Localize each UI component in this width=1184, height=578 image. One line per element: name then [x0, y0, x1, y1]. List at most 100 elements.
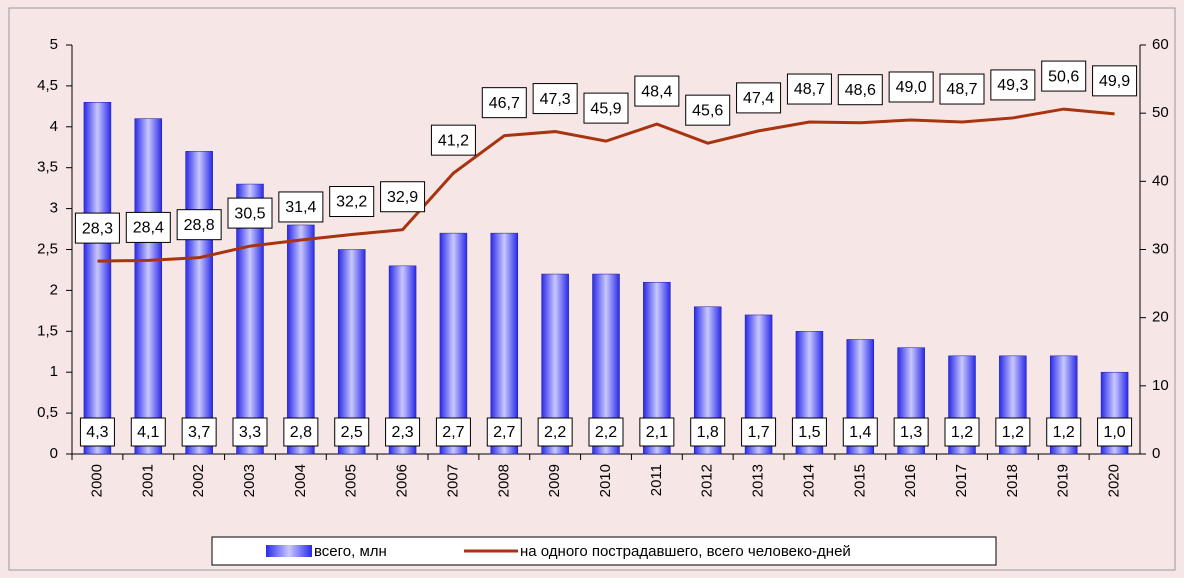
y-tick-label: 1,5: [37, 322, 58, 339]
label-box: [634, 75, 680, 107]
x-tick-label: 2008: [495, 464, 512, 497]
y2-tick-label: 50: [1152, 104, 1169, 121]
label-box: [283, 417, 319, 447]
label-box: [995, 417, 1031, 447]
x-tick-label: 2003: [241, 464, 258, 497]
data-label: 28,8: [184, 217, 215, 234]
label-box: [893, 417, 929, 447]
label-box: [79, 417, 115, 447]
line: [97, 107, 1115, 263]
data-label: 28,3: [82, 220, 113, 237]
label-box: [1092, 65, 1138, 97]
label-box: [232, 417, 268, 447]
x-tick-label: 2017: [953, 464, 970, 497]
label-box: [990, 69, 1036, 101]
label-box: [125, 211, 171, 243]
bar: [287, 224, 315, 455]
x-tick-label: 2016: [902, 464, 919, 497]
data-label: 45,6: [692, 102, 723, 119]
x-tick-label: 2011: [648, 464, 665, 496]
data-label: 1,3: [900, 424, 922, 441]
label-box: [532, 83, 578, 115]
data-label: 2,3: [391, 424, 413, 441]
label-box: [685, 94, 731, 126]
bar: [83, 102, 112, 455]
data-label: 48,4: [641, 83, 672, 100]
data-label: 2,7: [442, 424, 464, 441]
x-tick-label: 2015: [851, 464, 868, 497]
x-tick-label: 2019: [1055, 464, 1072, 497]
label-box: [791, 417, 827, 447]
legend: [211, 536, 997, 566]
data-label: 2,1: [646, 424, 668, 441]
data-label: 4,1: [137, 424, 159, 441]
bar: [185, 151, 213, 455]
data-label: 48,7: [946, 81, 977, 98]
bar: [490, 232, 519, 455]
x-tick-label: 2018: [1004, 464, 1021, 497]
legend-swatch: [266, 545, 312, 557]
label-box: [583, 92, 629, 124]
data-label: 31,4: [285, 199, 316, 216]
data-label: 49,3: [997, 77, 1028, 94]
y-tick-label: 1: [50, 363, 58, 380]
data-label: 1,7: [747, 424, 769, 441]
label-box: [486, 417, 522, 447]
label-box: [481, 87, 527, 119]
data-label: 46,7: [489, 95, 520, 112]
data-label: 49,0: [896, 79, 927, 96]
x-tick-label: 2006: [394, 464, 411, 497]
label-box: [537, 417, 573, 447]
y-tick-label: 2,5: [37, 240, 58, 257]
data-label: 3,3: [239, 424, 261, 441]
label-box: [1097, 417, 1133, 447]
data-label: 1,8: [697, 424, 719, 441]
x-tick-label: 2004: [292, 464, 309, 497]
y-tick-label: 0,5: [37, 404, 58, 421]
data-label: 2,2: [595, 424, 617, 441]
y2-tick-label: 0: [1152, 445, 1160, 462]
data-label: 2,8: [290, 424, 312, 441]
data-label: 28,4: [133, 220, 164, 237]
label-box: [176, 209, 222, 241]
x-tick-label: 2009: [546, 464, 563, 497]
data-label: 2,5: [341, 424, 363, 441]
y2-tick-label: 10: [1152, 377, 1169, 394]
label-box: [588, 417, 624, 447]
data-label: 3,7: [188, 424, 210, 441]
label-box: [741, 417, 777, 447]
data-label: 50,6: [1048, 68, 1079, 85]
y-tick-label: 4: [50, 118, 58, 135]
label-box: [736, 82, 782, 114]
x-tick-label: 2005: [343, 464, 360, 497]
legend-label: на одного пострадавшего, всего человеко-…: [520, 543, 851, 560]
x-tick-label: 2014: [800, 464, 817, 497]
data-label: 47,4: [743, 90, 774, 107]
x-tick-label: 2007: [444, 464, 461, 497]
data-label: 32,9: [387, 189, 418, 206]
x-tick-label: 2013: [750, 464, 767, 497]
label-box: [278, 191, 324, 223]
label-box: [888, 71, 934, 103]
data-label: 48,7: [794, 81, 825, 98]
x-tick-label: 2020: [1106, 464, 1123, 497]
y2-tick-label: 60: [1152, 36, 1169, 53]
x-tick-label: 2001: [139, 464, 156, 497]
label-box: [227, 197, 273, 229]
legend-label: всего, млн: [314, 543, 387, 560]
label-box: [1046, 417, 1082, 447]
bar: [134, 118, 163, 455]
data-label: 45,9: [590, 100, 621, 117]
data-label: 2,2: [544, 424, 566, 441]
data-label: 1,2: [1002, 424, 1024, 441]
x-tick-label: 2000: [88, 464, 105, 497]
bar: [236, 183, 264, 455]
label-box: [944, 417, 980, 447]
label-box: [334, 417, 370, 447]
data-label: 2,7: [493, 424, 515, 441]
label-box: [74, 212, 120, 244]
data-label: 32,2: [336, 194, 367, 211]
label-box: [939, 73, 985, 105]
data-label: 1,2: [1053, 424, 1075, 441]
